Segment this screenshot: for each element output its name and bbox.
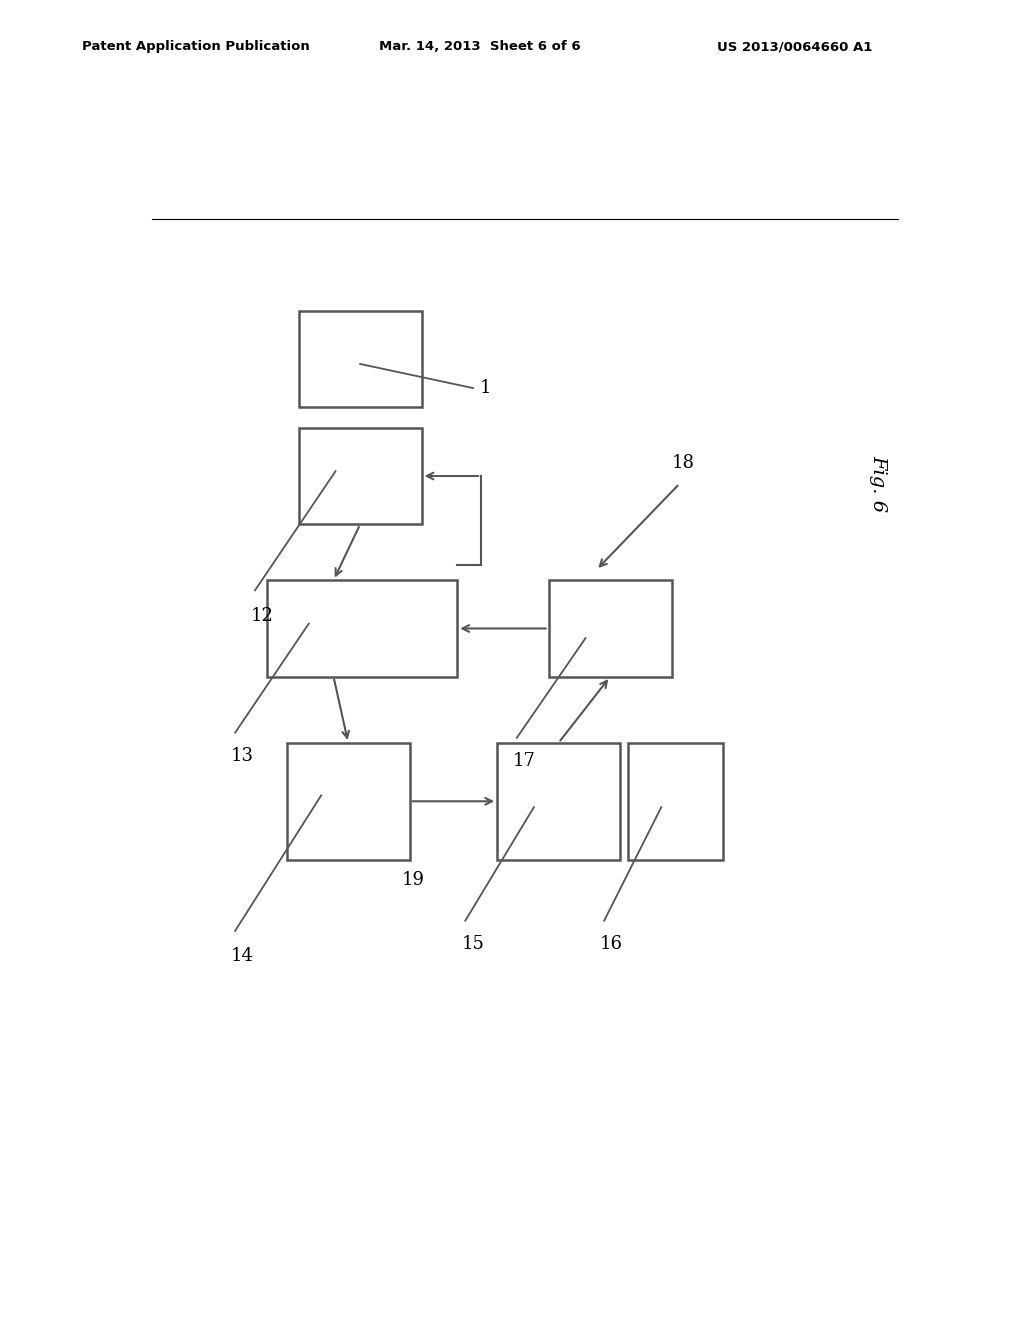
Text: US 2013/0064660 A1: US 2013/0064660 A1 — [717, 40, 872, 53]
Text: 18: 18 — [672, 454, 694, 473]
Text: Mar. 14, 2013  Sheet 6 of 6: Mar. 14, 2013 Sheet 6 of 6 — [379, 40, 581, 53]
Text: Patent Application Publication: Patent Application Publication — [82, 40, 309, 53]
Text: 17: 17 — [513, 752, 536, 770]
Bar — [299, 312, 422, 408]
Bar — [549, 581, 672, 677]
Text: 1: 1 — [479, 379, 492, 397]
Text: 14: 14 — [231, 948, 254, 965]
Text: 12: 12 — [251, 607, 273, 624]
Bar — [628, 743, 723, 859]
Text: 15: 15 — [462, 935, 484, 953]
Bar — [299, 428, 422, 524]
Text: Fig. 6: Fig. 6 — [869, 455, 887, 512]
Text: 16: 16 — [600, 935, 624, 953]
Bar — [497, 743, 621, 859]
Text: 13: 13 — [231, 747, 254, 766]
Bar — [287, 743, 410, 859]
Text: 19: 19 — [401, 871, 425, 890]
Bar — [267, 581, 458, 677]
